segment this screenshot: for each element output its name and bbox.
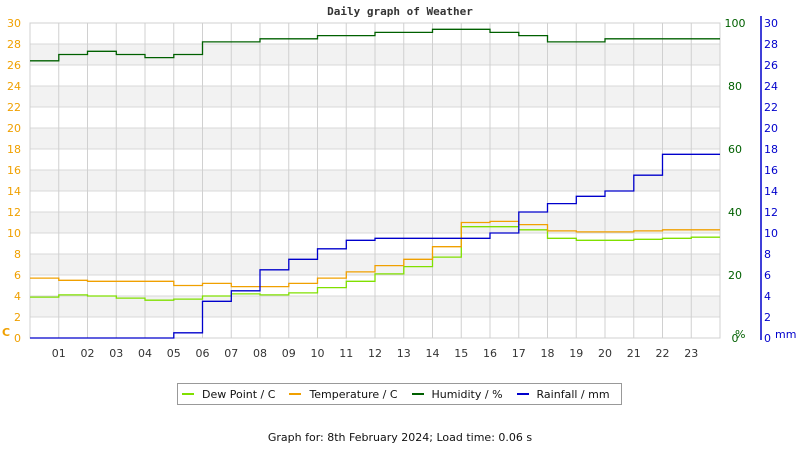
x-tick: 10: [311, 347, 325, 360]
x-tick: 14: [426, 347, 440, 360]
y-tick-left: 10: [7, 227, 21, 240]
y-tick-right: 6: [764, 269, 771, 282]
y-tick-right: 12: [764, 206, 778, 219]
y-tick-left: 2: [14, 311, 21, 324]
y-tick-left: 28: [7, 38, 21, 51]
x-tick: 08: [253, 347, 267, 360]
y-tick-humidity: 0: [732, 332, 739, 345]
x-tick: 21: [627, 347, 641, 360]
legend-label: Humidity / %: [431, 387, 503, 401]
y-tick-humidity: 40: [728, 206, 742, 219]
y-tick-right: 2: [764, 311, 771, 324]
chart-legend: Dew Point / C Temperature / C Humidity /…: [177, 383, 622, 405]
x-tick: 17: [512, 347, 526, 360]
x-tick: 22: [656, 347, 670, 360]
x-tick: 01: [52, 347, 66, 360]
x-tick: 07: [224, 347, 238, 360]
x-tick: 19: [569, 347, 583, 360]
y-tick-right: 14: [764, 185, 778, 198]
y-tick-left: 26: [7, 59, 21, 72]
x-tick: 18: [541, 347, 555, 360]
y-tick-left: 6: [14, 269, 21, 282]
plot-border: [29, 22, 721, 339]
x-tick: 05: [167, 347, 181, 360]
y-tick-right: 24: [764, 80, 778, 93]
y-tick-left: 16: [7, 164, 21, 177]
x-tick: 02: [81, 347, 95, 360]
y-tick-left: 14: [7, 185, 21, 198]
rainfall-swatch-icon: [516, 393, 529, 395]
legend-label: Dew Point / C: [202, 387, 276, 401]
y-tick-humidity: 20: [728, 269, 742, 282]
x-tick: 13: [397, 347, 411, 360]
y-tick-left: 30: [7, 17, 21, 30]
x-tick: 12: [368, 347, 382, 360]
y-tick-right: 22: [764, 101, 778, 114]
humidity-series: [30, 28, 720, 62]
y-tick-right: 0: [764, 332, 771, 345]
x-tick: 16: [483, 347, 497, 360]
x-tick: 23: [684, 347, 698, 360]
y-tick-left: 8: [14, 248, 21, 261]
y-tick-left: 12: [7, 206, 21, 219]
legend-item-temperature: Temperature / C: [289, 387, 398, 401]
y-tick-right: 28: [764, 38, 778, 51]
y-tick-left: 0: [14, 332, 21, 345]
graph-footer: Graph for: 8th February 2024; Load time:…: [267, 431, 533, 444]
y-tick-left: 20: [7, 122, 21, 135]
y-tick-left: 4: [14, 290, 21, 303]
humidity-axis-label: %: [735, 328, 745, 341]
y-tick-humidity: 100: [725, 17, 746, 30]
y-tick-right: 8: [764, 248, 771, 261]
y-tick-left: 18: [7, 143, 21, 156]
y-tick-right: 26: [764, 59, 778, 72]
y-tick-humidity: 80: [728, 80, 742, 93]
y-tick-humidity: 60: [728, 143, 742, 156]
y-tick-right: 16: [764, 164, 778, 177]
humidity-swatch-icon: [411, 393, 424, 395]
y-tick-right: 30: [764, 17, 778, 30]
legend-item-humidity: Humidity / %: [411, 387, 503, 401]
legend-item-dew-point: Dew Point / C: [182, 388, 275, 401]
rainfall-series: [30, 153, 720, 339]
x-tick: 15: [454, 347, 468, 360]
x-tick: 11: [339, 347, 353, 360]
x-tick: 20: [598, 347, 612, 360]
x-tick: 04: [138, 347, 152, 360]
legend-label: Temperature / C: [309, 387, 398, 401]
legend-item-rainfall: Rainfall / mm: [516, 387, 610, 401]
x-tick: 03: [109, 347, 123, 360]
y-tick-left: 24: [7, 80, 21, 93]
y-tick-left: 22: [7, 101, 21, 114]
temperature-series: [30, 220, 720, 288]
chart-title: Daily graph of Weather: [327, 5, 473, 18]
rain-axis-label: mm: [775, 328, 796, 341]
y-tick-right: 10: [764, 227, 778, 240]
y-tick-right: 4: [764, 290, 771, 303]
x-tick: 09: [282, 347, 296, 360]
x-tick: 06: [196, 347, 210, 360]
legend-label: Rainfall / mm: [536, 387, 610, 401]
y-tick-right: 18: [764, 143, 778, 156]
y-tick-right: 20: [764, 122, 778, 135]
temperature-swatch-icon: [289, 393, 302, 395]
dew-point-series: [30, 226, 720, 301]
dew-point-swatch-icon: [182, 393, 194, 395]
left-axis-label: C: [2, 326, 10, 339]
